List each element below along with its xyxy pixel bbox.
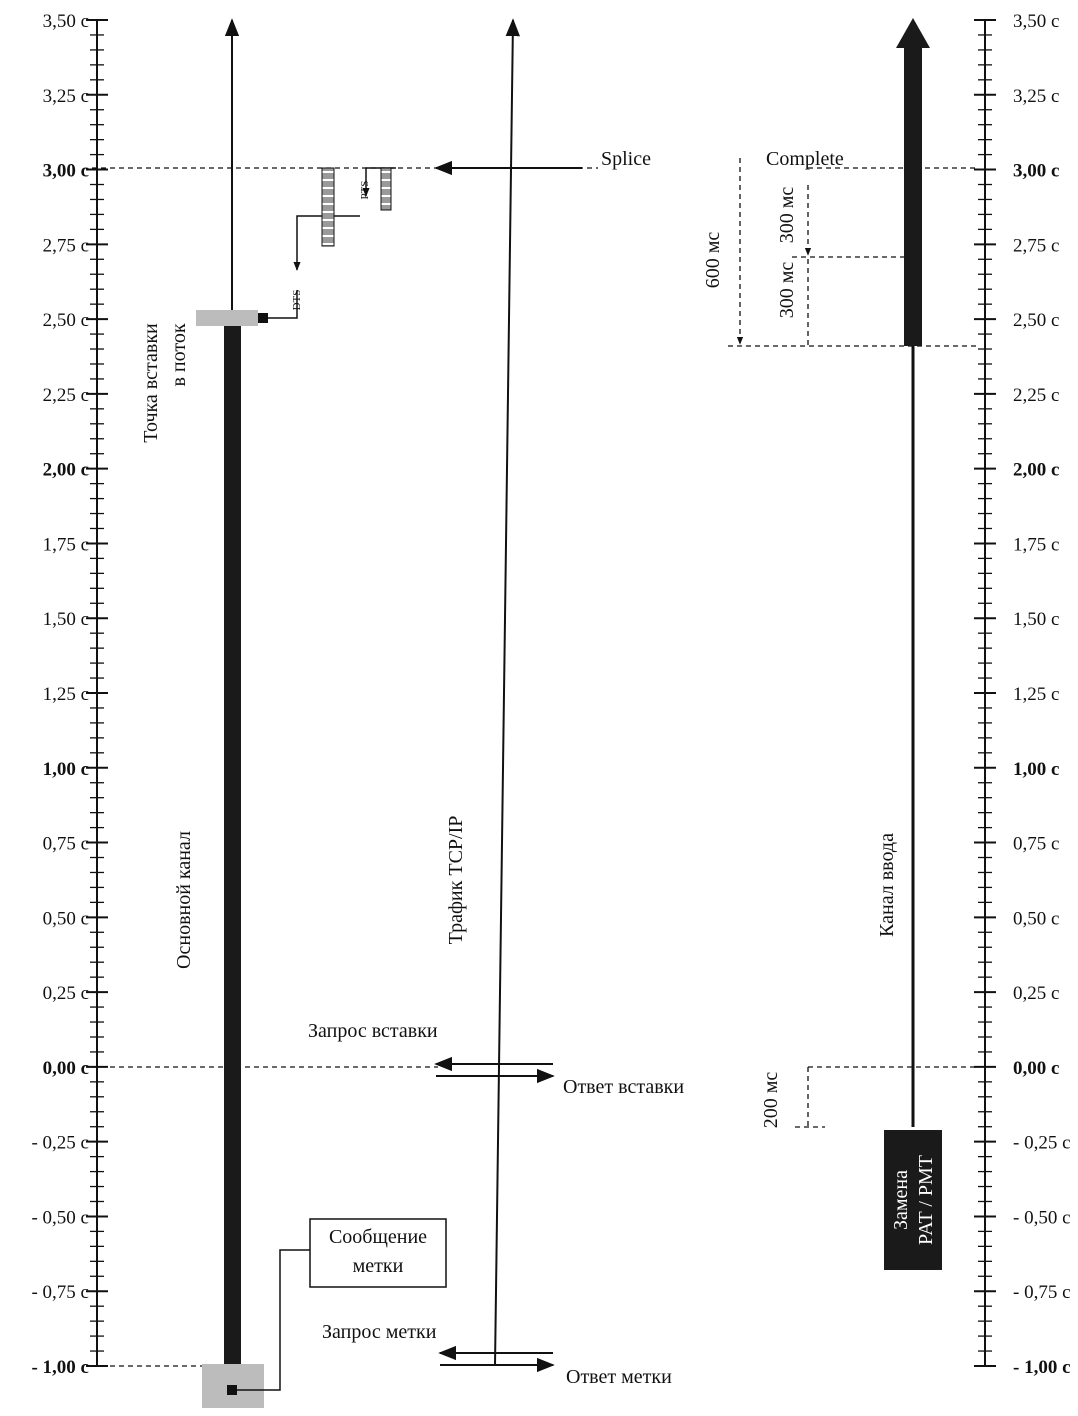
insert-channel: Канал ввода Замена PAT / PMT 600 мс 300 … — [702, 18, 942, 1270]
left-axis-tick-label: 2,50 с — [43, 310, 89, 331]
insert-channel-bar — [904, 46, 922, 346]
left-axis-tick-label: 0,00 с — [43, 1058, 89, 1079]
right-axis-tick-label: 0,75 с — [1013, 834, 1059, 855]
right-axis-tick-label: - 1,00 с — [1013, 1357, 1071, 1378]
cue-request-label: Запрос метки — [322, 1321, 437, 1343]
insert-request-label: Запрос вставки — [308, 1020, 438, 1042]
right-axis-tick-label: 2,75 с — [1013, 235, 1059, 256]
cue-message-line2: метки — [353, 1255, 404, 1277]
dts-arrow — [293, 215, 360, 271]
left-axis-tick-label: 3,25 с — [43, 86, 89, 107]
insert-response-label: Ответ вставки — [563, 1076, 684, 1098]
left-axis-tick-label: 2,00 с — [43, 460, 89, 481]
duration-300-upper-label: 300 мс — [776, 187, 798, 244]
cue-message-box — [309, 1218, 447, 1288]
insert-point-label-line2: в поток — [168, 323, 190, 386]
pat-pmt-line2: PAT / PMT — [915, 1155, 937, 1245]
frame-block-2 — [380, 167, 392, 211]
left-axis-tick-label: 2,25 с — [43, 385, 89, 406]
dts-connector — [268, 290, 298, 319]
right-axis-tick-label: 2,25 с — [1013, 385, 1059, 406]
right-axis-tick-label: 1,75 с — [1013, 534, 1059, 555]
pat-pmt-line1: Замена — [890, 1170, 912, 1230]
right-axis-tick-label: 2,50 с — [1013, 310, 1059, 331]
duration-600-label: 600 мс — [702, 232, 724, 289]
pat-pmt-box — [884, 1130, 942, 1270]
cue-message-marker — [227, 1385, 237, 1395]
splice-point-block — [196, 310, 258, 326]
right-axis-tick-label: 3,00 с — [1013, 161, 1059, 182]
left-axis-tick-label: 1,25 с — [43, 684, 89, 705]
tcp-traffic-label: Трафик TCP/IP — [445, 816, 467, 945]
cue-message-connector — [237, 1249, 310, 1391]
tcp-channel: Splice Complete Запрос вставки Ответ вст… — [308, 18, 844, 1388]
splice-point-marker — [258, 313, 268, 323]
duration-200-label: 200 мс — [760, 1072, 782, 1129]
left-axis-tick-label: 0,50 с — [43, 908, 89, 929]
left-time-axis: 3,50 с 3,25 с 3,00 с 2,75 с 2,50 с 2,25 с 2,00… — [31, 11, 108, 1378]
pts-label: PTS — [359, 181, 371, 200]
left-axis-tick-label: 3,00 с — [43, 161, 89, 182]
right-axis-tick-label: 1,00 с — [1013, 759, 1059, 780]
right-axis-tick-label: 1,50 с — [1013, 609, 1059, 630]
frame-block-1 — [321, 167, 335, 247]
left-axis-tick-label: - 0,50 с — [31, 1207, 89, 1228]
right-axis-tick-label: 2,00 с — [1013, 460, 1059, 481]
tcp-timeline-arrow — [494, 18, 520, 1367]
main-channel-label: Основной канал — [173, 831, 195, 969]
cue-message-line1: Сообщение — [329, 1226, 427, 1248]
left-axis-tick-label: 0,75 с — [43, 834, 89, 855]
main-channel: DTS PTS Точка вставки в поток Основной к… — [140, 18, 447, 1408]
cue-response-label: Ответ метки — [566, 1366, 672, 1388]
left-axis-tick-label: 1,00 с — [43, 759, 89, 780]
main-channel-bar — [224, 322, 241, 1366]
left-axis-tick-label: 1,50 с — [43, 609, 89, 630]
right-axis-tick-label: 1,25 с — [1013, 684, 1059, 705]
right-axis-tick-label: 0,00 с — [1013, 1058, 1059, 1079]
right-axis-tick-label: - 0,75 с — [1013, 1282, 1071, 1303]
insert-channel-arrowhead — [896, 18, 930, 48]
left-axis-tick-label: 2,75 с — [43, 235, 89, 256]
insert-channel-label: Канал ввода — [876, 833, 898, 937]
left-axis-tick-label: - 0,25 с — [31, 1133, 89, 1154]
right-axis-tick-label: 3,25 с — [1013, 86, 1059, 107]
splice-label: Splice — [601, 148, 651, 170]
left-axis-tick-label: - 0,75 с — [31, 1282, 89, 1303]
left-axis-tick-label: - 1,00 с — [31, 1357, 89, 1378]
right-axis-tick-label: 3,50 с — [1013, 11, 1059, 32]
complete-label: Complete — [766, 148, 844, 170]
duration-300-lower-label: 300 мс — [776, 262, 798, 319]
insert-point-label-line1: Точка вставки — [140, 323, 162, 443]
left-axis-tick-label: 3,50 с — [43, 11, 89, 32]
right-axis-tick-label: - 0,25 с — [1013, 1133, 1071, 1154]
left-axis-tick-label: 0,25 с — [43, 983, 89, 1004]
right-axis-tick-label: 0,50 с — [1013, 908, 1059, 929]
right-time-axis: 3,50 с 3,25 с 3,00 с 2,75 с 2,50 с 2,25 с 2,00… — [974, 11, 1071, 1378]
left-axis-tick-label: 1,75 с — [43, 534, 89, 555]
right-axis-tick-label: - 0,50 с — [1013, 1207, 1071, 1228]
dts-label: DTS — [291, 290, 303, 311]
right-axis-tick-label: 0,25 с — [1013, 983, 1059, 1004]
